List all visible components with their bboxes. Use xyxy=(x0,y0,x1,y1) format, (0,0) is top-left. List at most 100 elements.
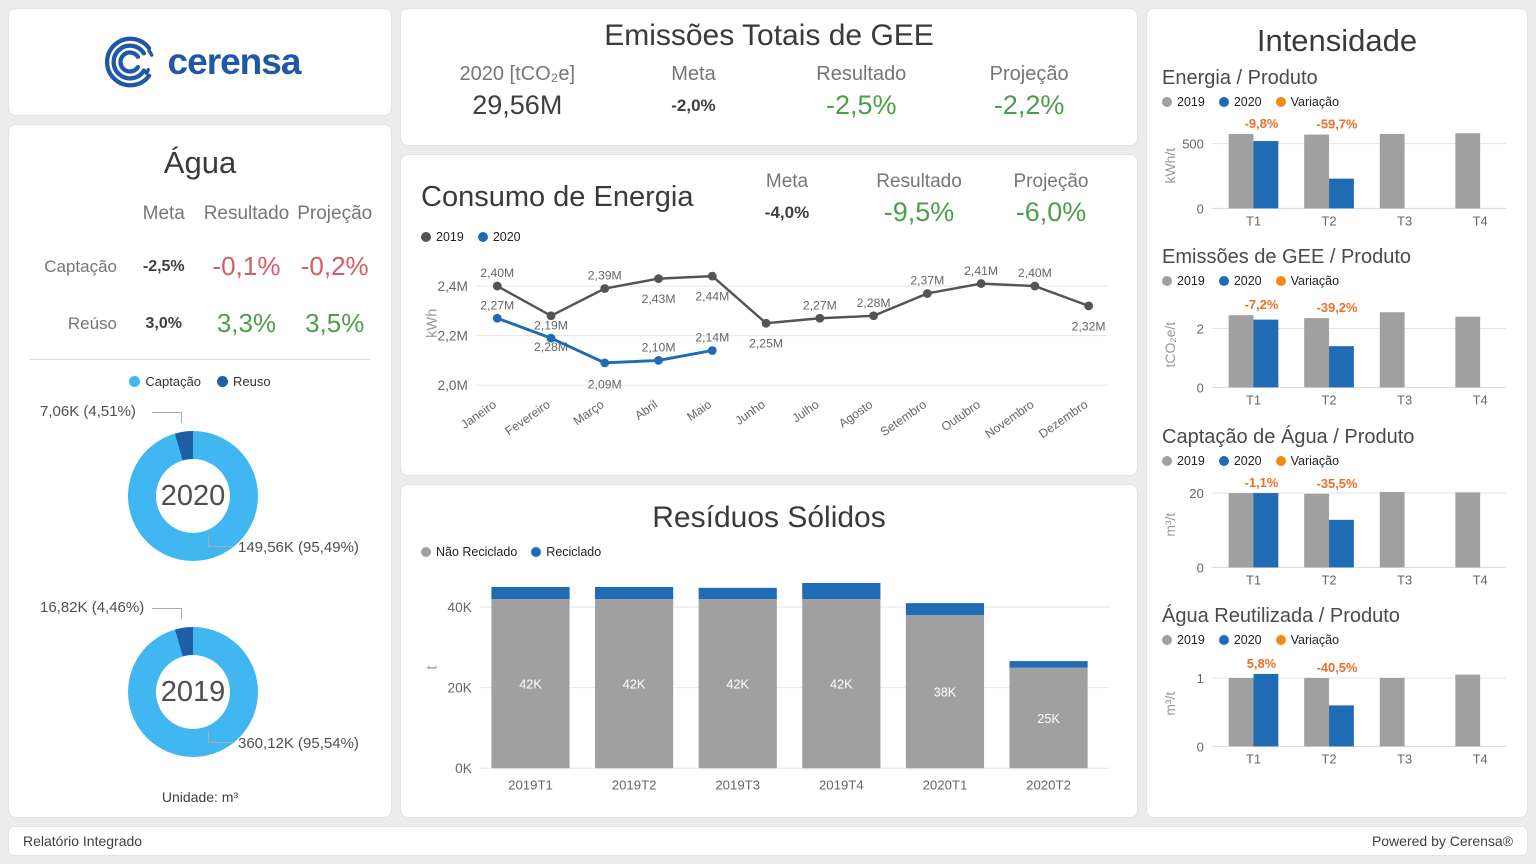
legend-reuso[interactable]: Reuso xyxy=(217,374,271,389)
legend-captacao[interactable]: Captação xyxy=(129,374,201,389)
donut-2019[interactable]: 2019 xyxy=(128,627,258,757)
legend-variação[interactable]: Variação xyxy=(1275,454,1339,468)
bar-2019 xyxy=(1304,318,1330,388)
residuos-stacked-chart[interactable]: 0K 20K 40K t 42K 2019T1 42K 2019T2 42K 2019T3 42K 2… xyxy=(421,561,1117,807)
intensity-chart-intensity_gee[interactable]: 0 2 tCO₂e/t -7,2% T1 -39,2% T2 T3 T4 xyxy=(1162,288,1512,417)
svg-text:2,37M: 2,37M xyxy=(910,274,944,288)
bar-2019 xyxy=(1455,316,1481,388)
legend-2019[interactable]: 2019 xyxy=(1162,633,1205,647)
bar-2019 xyxy=(1455,491,1481,567)
bar-reciclado xyxy=(491,586,570,599)
intensity-chart-intensity_agua[interactable]: 0 20 m³/t -1,1% T1 -35,5% T2 T3 T4 xyxy=(1162,468,1512,597)
agua-donut-legend[interactable]: Captação Reuso xyxy=(23,374,377,389)
svg-text:2,14M: 2,14M xyxy=(695,331,729,345)
svg-text:m³/t: m³/t xyxy=(1162,512,1178,536)
left-column: cerensa Água Meta Resultado Projeção Cap… xyxy=(8,8,392,818)
legend-variação[interactable]: Variação xyxy=(1275,632,1340,647)
svg-text:tCO₂e/t: tCO₂e/t xyxy=(1162,322,1178,368)
data-point xyxy=(1084,301,1094,311)
energia-card: Consumo de Energia Meta -4,0% Resultado … xyxy=(400,154,1138,476)
legend-dot-icon xyxy=(1275,634,1286,645)
bar-2019 xyxy=(1304,134,1330,209)
gee-projecao-value: -2,2% xyxy=(993,90,1065,120)
gee-total-value: 29,56M xyxy=(472,90,563,120)
svg-text:2019T4: 2019T4 xyxy=(819,777,864,792)
legend-dot-icon xyxy=(421,546,431,557)
energy-line-chart[interactable]: 2,0M 2,2M 2,4M kWh Janeiro Fevereiro Março Abri… xyxy=(421,246,1117,462)
legend-label: Variação xyxy=(1290,632,1340,647)
legend-dot-icon xyxy=(1162,455,1172,466)
intensity-chart-intensity_reuso[interactable]: 0 1 m³/t 5,8% T1 -40,5% T2 T3 T4 xyxy=(1162,647,1512,776)
legend-2019[interactable]: 2019 xyxy=(1162,454,1205,468)
svg-text:25K: 25K xyxy=(1037,711,1060,725)
intensity-legend[interactable]: 2019 2020 Variação xyxy=(1162,454,1512,468)
legend-2019[interactable]: 2019 xyxy=(1162,274,1205,288)
bar-2020 xyxy=(1329,705,1354,747)
intensity-chart-intensity_energia[interactable]: 0 500 kWh/t -9,8% T1 -59,7% T2 T3 T4 xyxy=(1162,109,1512,238)
energia-projecao-label: Projeção xyxy=(1013,171,1089,193)
legend-2020[interactable]: 2020 xyxy=(1218,633,1262,647)
legend-reciclado[interactable]: Reciclado xyxy=(531,545,601,559)
intensity-charts-container: Energia / Produto 2019 2020 Variação 0 500 kWh… xyxy=(1162,59,1512,776)
agua-captacao-resultado: -0,1% xyxy=(212,251,281,281)
legend-2020[interactable]: 2020 xyxy=(1218,95,1262,109)
callout-line xyxy=(208,535,234,547)
bar-2019 xyxy=(1379,677,1405,747)
svg-text:kWh: kWh xyxy=(425,309,441,338)
intensity-chart-title: Emissões de GEE / Produto xyxy=(1162,246,1412,269)
legend-2020[interactable]: 2020 xyxy=(1218,274,1262,288)
svg-text:T1: T1 xyxy=(1246,572,1261,587)
bar-2020 xyxy=(1253,492,1279,567)
svg-text:Setembro: Setembro xyxy=(878,397,930,439)
residuos-card: Resíduos Sólidos Não Reciclado Reciclado … xyxy=(400,483,1138,818)
intensity-legend[interactable]: 2019 2020 Variação xyxy=(1162,274,1512,288)
callout-line xyxy=(152,608,182,619)
legend-label: 2019 xyxy=(1177,274,1205,289)
legend-dot-icon xyxy=(531,546,542,557)
data-point xyxy=(815,314,825,323)
agua-captacao-meta: -2,5% xyxy=(142,257,185,275)
svg-text:5,8%: 5,8% xyxy=(1247,656,1277,671)
agua-kpi-table: Meta Resultado Projeção Captação -2,5% -… xyxy=(23,203,377,339)
intensity-legend[interactable]: 2019 2020 Variação xyxy=(1162,633,1512,647)
legend-dot-icon xyxy=(477,232,488,243)
donut-2020-block: 7,06K (4,51%) 2020 149,56K (95,49%) xyxy=(24,403,376,577)
legend-label: 2019 xyxy=(1177,453,1205,468)
svg-text:T2: T2 xyxy=(1322,213,1337,228)
intensidade-title: Intensidade xyxy=(1256,23,1418,58)
legend-dot-icon xyxy=(1275,455,1286,466)
legend-2020[interactable]: 2020 xyxy=(1218,454,1262,468)
legend-2019[interactable]: 2019 xyxy=(421,230,464,244)
svg-text:2,41M: 2,41M xyxy=(964,264,998,278)
residuos-chart-legend[interactable]: Não Reciclado Reciclado xyxy=(421,545,1117,559)
legend-captacao-label: Captação xyxy=(145,374,202,389)
energia-chart-legend[interactable]: 2019 2020 xyxy=(421,230,1117,244)
donut-2020[interactable]: 2020 xyxy=(128,431,258,561)
legend-dot-icon xyxy=(1275,276,1286,287)
svg-text:T3: T3 xyxy=(1397,572,1412,587)
intensity-block-intensity_reuso: Água Reutilizada / Produto 2019 2020 Variaç… xyxy=(1162,605,1512,776)
bar-nao-reciclado xyxy=(905,614,985,768)
agua-card: Água Meta Resultado Projeção Captação -2… xyxy=(8,124,392,818)
svg-text:42K: 42K xyxy=(830,677,853,691)
svg-text:T3: T3 xyxy=(1397,393,1412,408)
svg-text:T1: T1 xyxy=(1246,751,1261,766)
bar-nao-reciclado xyxy=(698,598,777,768)
svg-text:2019T2: 2019T2 xyxy=(612,777,657,792)
gee-meta-value: -2,0% xyxy=(671,96,716,115)
legend-variação[interactable]: Variação xyxy=(1275,274,1339,288)
svg-text:2019T1: 2019T1 xyxy=(508,777,553,792)
data-point xyxy=(654,274,663,284)
svg-text:2,27M: 2,27M xyxy=(480,299,514,313)
energia-title: Consumo de Energia xyxy=(421,181,694,214)
intensity-legend[interactable]: 2019 2020 Variação xyxy=(1162,95,1512,109)
svg-text:2,27M: 2,27M xyxy=(803,299,837,313)
legend-não-reciclado[interactable]: Não Reciclado xyxy=(421,545,517,559)
legend-variação[interactable]: Variação xyxy=(1275,95,1339,109)
svg-text:2,32M: 2,32M xyxy=(1072,320,1106,334)
legend-2019[interactable]: 2019 xyxy=(1162,95,1205,109)
legend-label: Reciclado xyxy=(546,544,602,559)
legend-2020[interactable]: 2020 xyxy=(477,230,521,244)
svg-text:2,10M: 2,10M xyxy=(642,341,676,355)
svg-text:20K: 20K xyxy=(448,680,472,695)
